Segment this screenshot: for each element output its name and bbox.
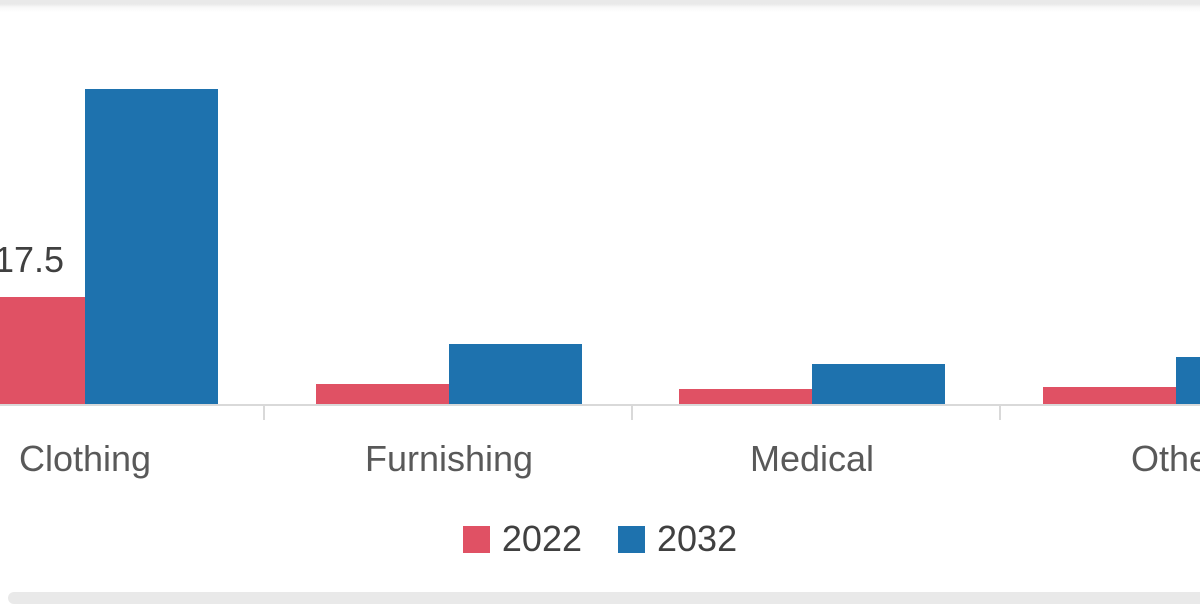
bar-2022-other [1043, 387, 1176, 404]
bar-2032-furnishing [449, 344, 582, 404]
x-axis-label-medical: Medical [749, 438, 875, 479]
bar-2032-other [1176, 357, 1200, 404]
legend-label-2032: 2032 [657, 518, 738, 559]
legend-swatch-2022 [462, 525, 490, 553]
chart-legend: 2022 2032 [0, 516, 1200, 562]
x-axis-tick-1 [631, 406, 633, 420]
x-axis-label-furnishing: Furnishing [364, 438, 534, 479]
x-axis-label-other: Other [1130, 438, 1200, 479]
x-axis-tick-0 [263, 406, 265, 420]
legend-label-2022: 2022 [501, 518, 582, 559]
top-edge-strip [0, 0, 1200, 12]
bottom-edge-bar [8, 592, 1200, 604]
bar-2032-clothing [85, 89, 218, 404]
bar-2022-medical [679, 389, 812, 404]
legend-swatch-2032 [618, 525, 645, 553]
legend-item-2032: 2032 [618, 518, 737, 560]
legend-item-2022: 2022 [462, 518, 582, 560]
bar-2022-clothing [0, 297, 85, 404]
data-label-2022-clothing: 17.5 [0, 239, 65, 280]
x-axis-line [0, 404, 1200, 406]
x-axis-tick-2 [999, 406, 1001, 420]
x-axis-label-clothing: Clothing [18, 438, 152, 479]
bar-2032-medical [812, 364, 945, 404]
bar-2022-furnishing [316, 384, 449, 404]
